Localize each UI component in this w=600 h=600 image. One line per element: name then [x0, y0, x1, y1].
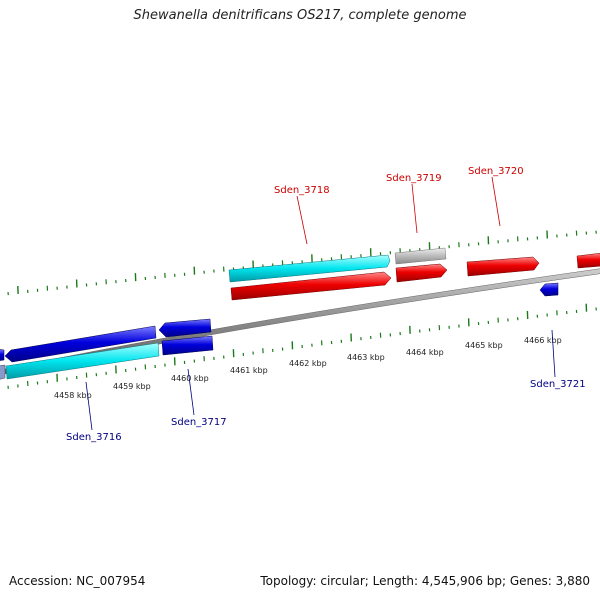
gene-sden-3718[interactable] [230, 271, 392, 301]
gene-prev-cds[interactable] [0, 364, 6, 380]
gene-sden-3717-upper[interactable] [158, 318, 212, 338]
gene-sden-3717[interactable] [161, 335, 214, 356]
topology-label: Topology: circular; Length: 4,545,906 bp… [260, 574, 590, 588]
gene-sden-3720[interactable] [466, 256, 540, 277]
forward-tick-scale [7, 230, 597, 296]
gene-label-sden-3720[interactable]: Sden_3720 [468, 166, 524, 177]
gene-label-sden-3719[interactable]: Sden_3719 [386, 173, 442, 184]
leader-line-sden-3718 [296, 195, 308, 245]
gene-label-sden-3721[interactable]: Sden_3721 [530, 379, 586, 390]
scale-label: 4463 kbp [347, 353, 385, 362]
reverse-tick-scale [7, 303, 597, 389]
scale-label: 4462 kbp [289, 359, 327, 368]
scale-label: 4461 kbp [230, 366, 268, 375]
scale-label: 4464 kbp [406, 348, 444, 357]
gene-label-sden-3716[interactable]: Sden_3716 [66, 432, 122, 443]
leader-line-sden-3716 [85, 381, 93, 431]
leader-line-sden-3717 [187, 368, 195, 416]
leader-line-sden-3719 [411, 183, 418, 234]
gene-sden-3716-cds[interactable] [5, 342, 160, 380]
scale-label: 4466 kbp [524, 336, 562, 345]
gene-sden-3719[interactable] [395, 263, 448, 283]
gene-sden-3716[interactable] [4, 325, 157, 363]
gene-label-sden-3718[interactable]: Sden_3718 [274, 185, 330, 196]
gene-label-sden-3717[interactable]: Sden_3717 [171, 417, 227, 428]
gene-sden-3719-pseudo[interactable] [394, 247, 447, 265]
accession-label: Accession: NC_007954 [9, 574, 146, 588]
leader-line-sden-3720 [491, 176, 501, 227]
scale-label: 4458 kbp [54, 391, 92, 400]
scale-label: 4460 kbp [171, 374, 209, 383]
map-title: Shewanella denitrificans OS217, complete… [133, 8, 467, 23]
gene-sden-3718-cds[interactable] [228, 254, 391, 283]
scale-label: 4465 kbp [465, 341, 503, 350]
leader-line-sden-3721 [551, 329, 556, 378]
scale-label: 4459 kbp [113, 382, 151, 391]
gene-prev-reverse[interactable] [0, 349, 5, 361]
gene-next-forward[interactable] [576, 252, 600, 269]
gene-sden-3721[interactable] [539, 282, 559, 297]
